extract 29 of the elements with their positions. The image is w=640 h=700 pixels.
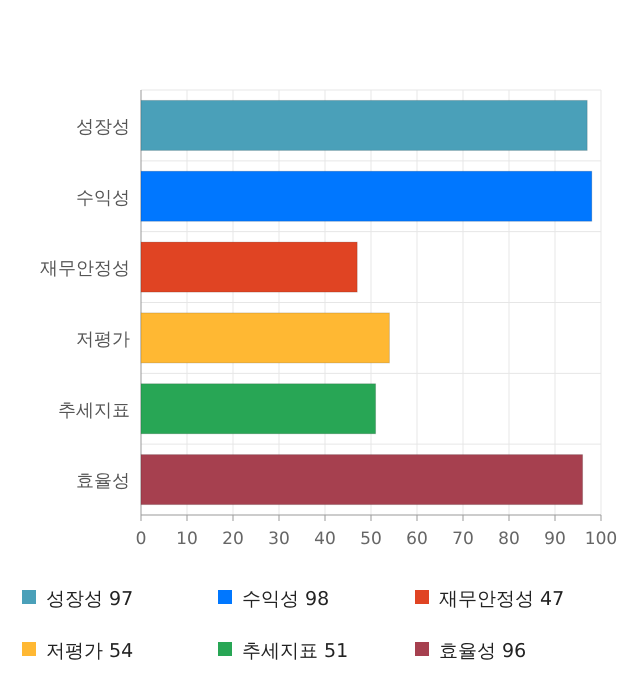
legend-item: 추세지표 51	[218, 640, 348, 662]
x-tick-label: 0	[136, 529, 146, 549]
y-tick-label: 효율성	[76, 470, 130, 492]
x-tick-label: 30	[268, 529, 290, 549]
y-tick-label: 재무안정성	[40, 258, 130, 280]
legend-label: 성장성 97	[46, 588, 134, 610]
x-tick-label: 40	[314, 529, 336, 549]
legend-item: 효율성 96	[415, 640, 526, 662]
legend-item: 성장성 97	[22, 588, 134, 610]
y-tick-label: 저평가	[76, 328, 130, 350]
y-tick-label: 추세지표	[58, 400, 130, 421]
legend-label: 효율성 96	[439, 640, 526, 662]
x-tick-label: 20	[222, 529, 244, 549]
legend-item: 저평가 54	[22, 640, 134, 662]
x-tick-label: 60	[406, 529, 428, 549]
legend-label: 추세지표 51	[242, 640, 348, 662]
x-tick-label: 80	[498, 529, 520, 549]
legend-item: 재무안정성 47	[415, 588, 564, 610]
y-tick-label: 수익성	[76, 187, 130, 208]
x-tick-label: 10	[176, 529, 198, 549]
x-tick-label: 100	[584, 529, 618, 549]
y-tick-label: 성장성	[76, 116, 130, 138]
legend-label: 수익성 98	[242, 588, 330, 610]
x-tick-label: 50	[360, 529, 382, 549]
legend-item: 수익성 98	[218, 588, 330, 610]
legend-label: 재무안정성 47	[439, 588, 564, 610]
legend-label: 저평가 54	[46, 640, 134, 662]
x-tick-label: 70	[452, 529, 474, 549]
x-tick-label: 90	[544, 529, 566, 549]
